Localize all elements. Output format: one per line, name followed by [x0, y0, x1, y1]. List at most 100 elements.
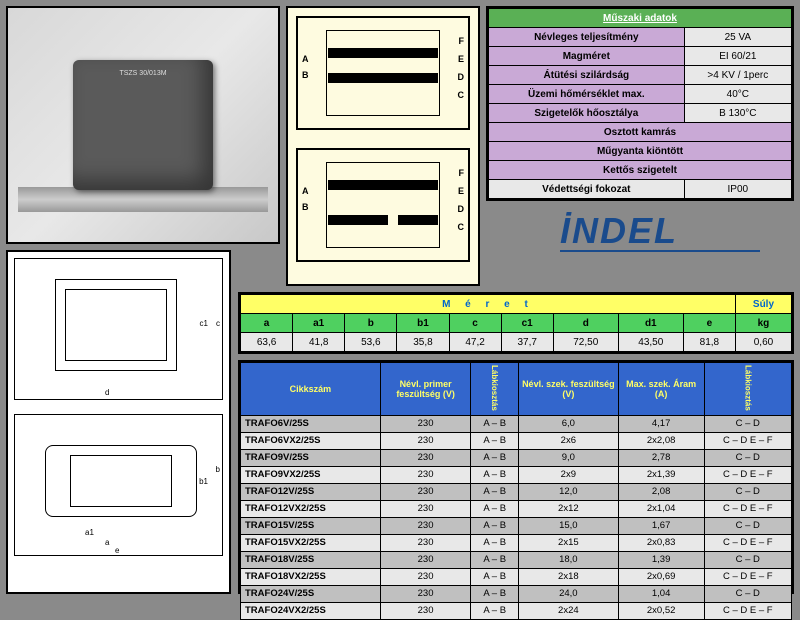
cell-3-0: TRAFO9VX2/25S	[241, 466, 381, 483]
cell-7-5: C – D E – F	[704, 534, 791, 551]
spec-val-4: B 130°C	[684, 104, 791, 123]
diag-label-c: C	[458, 90, 465, 100]
cell-6-0: TRAFO15V/25S	[241, 517, 381, 534]
cell-8-2: A – B	[471, 551, 519, 568]
meret-val-0: 63,6	[241, 333, 293, 352]
dim-c1: c1	[200, 319, 208, 328]
cell-9-5: C – D E – F	[704, 568, 791, 585]
meret-suly: Súly	[735, 295, 791, 314]
cell-4-5: C – D	[704, 483, 791, 500]
cell-11-5: C – D E – F	[704, 602, 791, 619]
main-head-1: Névl. primer feszültség (V)	[380, 363, 471, 416]
diag2-label-a: A	[302, 186, 309, 196]
cell-6-3: 15,0	[518, 517, 618, 534]
meret-title: M é r e t	[241, 295, 736, 314]
cell-1-5: C – D E – F	[704, 432, 791, 449]
cell-9-3: 2x18	[518, 568, 618, 585]
main-head-3: Névl. szek. feszültség (V)	[518, 363, 618, 416]
cell-7-3: 2x15	[518, 534, 618, 551]
meret-table: M é r e t Súly aa1bb1cc1dd1ekg 63,641,85…	[240, 294, 792, 352]
cell-11-2: A – B	[471, 602, 519, 619]
spec-val-3: 40°C	[684, 85, 791, 104]
cell-3-3: 2x9	[518, 466, 618, 483]
meret-head-9: kg	[735, 314, 791, 333]
meret-val-6: 72,50	[553, 333, 618, 352]
table-row: TRAFO24VX2/25S230A – B2x242x0,52C – D E …	[241, 602, 792, 619]
table-row: TRAFO18V/25S230A – B18,01,39C – D	[241, 551, 792, 568]
cell-2-1: 230	[380, 449, 471, 466]
meret-head-1: a1	[293, 314, 345, 333]
cell-6-1: 230	[380, 517, 471, 534]
logo-text: İNDEL	[560, 210, 678, 251]
main-table-panel: CikkszámNévl. primer feszültség (V)Lábki…	[238, 360, 794, 594]
meret-val-5: 37,7	[501, 333, 553, 352]
cell-0-3: 6,0	[518, 415, 618, 432]
spec-full-0: Osztott kamrás	[489, 123, 792, 142]
cell-7-4: 2x0,83	[618, 534, 704, 551]
spec-full-2: Kettős szigetelt	[489, 161, 792, 180]
indel-logo: İNDEL	[560, 210, 760, 252]
cell-4-2: A – B	[471, 483, 519, 500]
cell-9-1: 230	[380, 568, 471, 585]
spec-label-0: Névleges teljesítmény	[489, 28, 685, 47]
spec-label-2: Átütési szilárdság	[489, 66, 685, 85]
meret-head-0: a	[241, 314, 293, 333]
meret-val-4: 47,2	[449, 333, 501, 352]
meret-val-2: 53,6	[345, 333, 397, 352]
cell-6-5: C – D	[704, 517, 791, 534]
cell-4-1: 230	[380, 483, 471, 500]
cell-6-4: 1,67	[618, 517, 704, 534]
diag-label-b: B	[302, 70, 309, 80]
diagram-2: A B F E D C	[296, 148, 470, 262]
cell-8-1: 230	[380, 551, 471, 568]
cell-7-2: A – B	[471, 534, 519, 551]
cell-9-4: 2x0,69	[618, 568, 704, 585]
dim-d: d	[105, 388, 109, 397]
dimension-drawings: c c1 d b b1 a1 a e	[6, 250, 231, 594]
table-row: TRAFO15VX2/25S230A – B2x152x0,83C – D E …	[241, 534, 792, 551]
cell-8-3: 18,0	[518, 551, 618, 568]
main-head-5: Lábkiosztás	[704, 363, 791, 416]
cell-8-4: 1,39	[618, 551, 704, 568]
diag2-label-e: E	[458, 186, 464, 196]
cell-5-2: A – B	[471, 500, 519, 517]
cell-5-0: TRAFO12VX2/25S	[241, 500, 381, 517]
meret-val-3: 35,8	[397, 333, 449, 352]
cell-7-1: 230	[380, 534, 471, 551]
cell-1-0: TRAFO6VX2/25S	[241, 432, 381, 449]
main-table: CikkszámNévl. primer feszültség (V)Lábki…	[240, 362, 792, 620]
dim-a: a	[105, 538, 109, 547]
cell-4-3: 12,0	[518, 483, 618, 500]
transformer-shape	[73, 60, 213, 190]
table-row: TRAFO9VX2/25S230A – B2x92x1,39C – D E – …	[241, 466, 792, 483]
spec-val-2: >4 KV / 1perc	[684, 66, 791, 85]
cell-9-0: TRAFO18VX2/25S	[241, 568, 381, 585]
meret-head-4: c	[449, 314, 501, 333]
spec-val-0: 25 VA	[684, 28, 791, 47]
diag2-label-b: B	[302, 202, 309, 212]
spec-label-4: Szigetelők hőosztálya	[489, 104, 685, 123]
meret-head-2: b	[345, 314, 397, 333]
diag-label-f: F	[459, 36, 465, 46]
cell-1-3: 2x6	[518, 432, 618, 449]
table-row: TRAFO6V/25S230A – B6,04,17C – D	[241, 415, 792, 432]
main-head-4: Max. szek. Áram (A)	[618, 363, 704, 416]
cell-1-1: 230	[380, 432, 471, 449]
cell-8-0: TRAFO18V/25S	[241, 551, 381, 568]
cell-9-2: A – B	[471, 568, 519, 585]
spec-title: Műszaki adatok	[489, 9, 792, 28]
product-photo	[6, 6, 280, 244]
cell-11-0: TRAFO24VX2/25S	[241, 602, 381, 619]
cell-0-2: A – B	[471, 415, 519, 432]
cell-8-5: C – D	[704, 551, 791, 568]
cell-11-1: 230	[380, 602, 471, 619]
diag2-label-d: D	[458, 204, 465, 214]
cell-2-5: C – D	[704, 449, 791, 466]
table-row: TRAFO15V/25S230A – B15,01,67C – D	[241, 517, 792, 534]
diag-label-d: D	[458, 72, 465, 82]
cell-2-4: 2,78	[618, 449, 704, 466]
table-row: TRAFO6VX2/25S230A – B2x62x2,08C – D E – …	[241, 432, 792, 449]
meret-head-5: c1	[501, 314, 553, 333]
dim-b1: b1	[199, 477, 208, 486]
table-row: TRAFO9V/25S230A – B9,02,78C – D	[241, 449, 792, 466]
